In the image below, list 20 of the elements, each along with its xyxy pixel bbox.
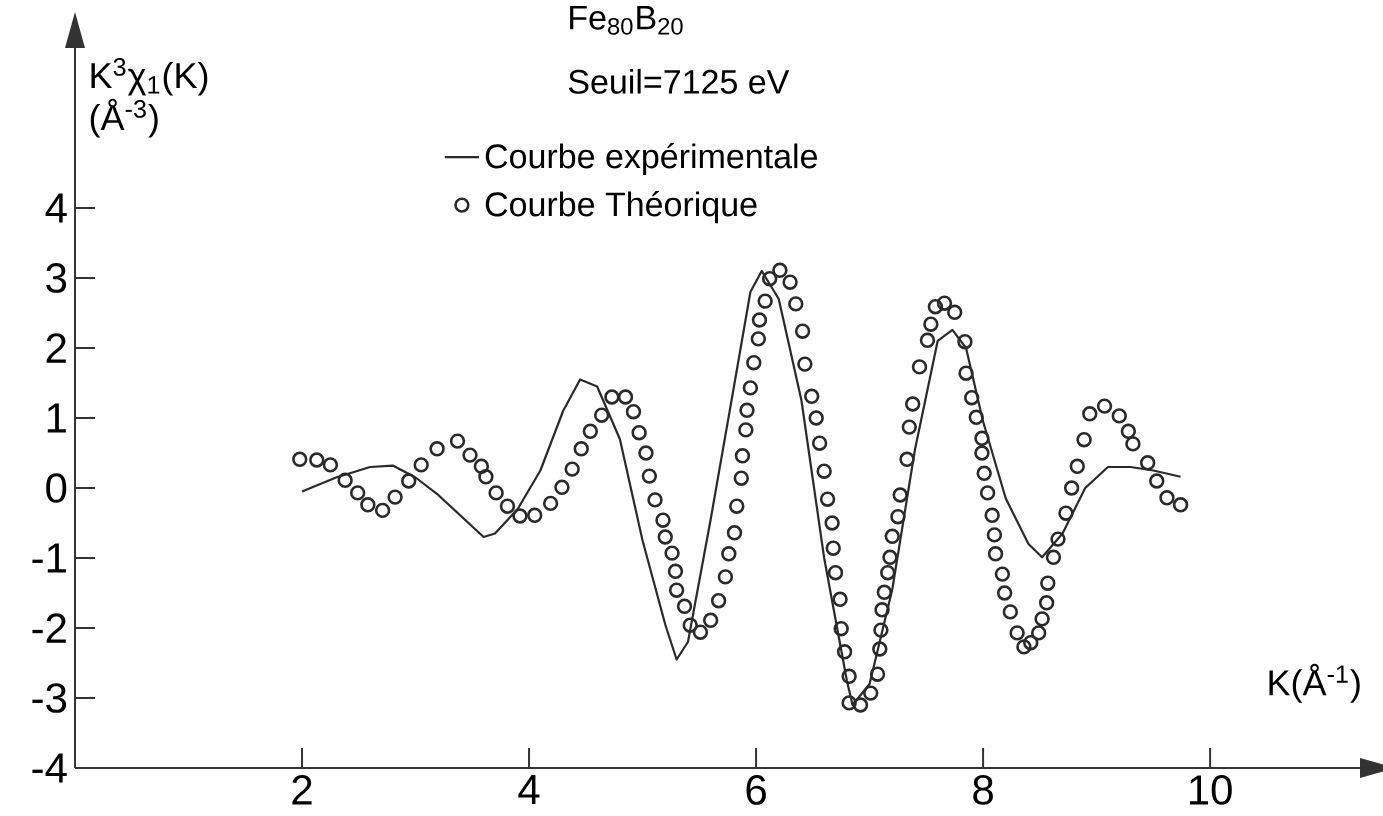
x-tick-label: 8 xyxy=(973,775,993,805)
y-tick-label: -4 xyxy=(32,753,67,783)
y-axis-title: K$^{3}$χ$_{1}$(K) (Å$^{-3}$) xyxy=(90,57,208,138)
text: Seuil=7125 eV xyxy=(568,68,790,94)
x-tick-label: 2 xyxy=(292,775,312,805)
y-tick-label: 4 xyxy=(45,193,67,223)
x-tick-label: 10 xyxy=(1189,775,1232,805)
y-tick-label: 0 xyxy=(46,473,67,503)
legend-label: Courbe expérimentale xyxy=(485,143,817,176)
x-tick-label: 4 xyxy=(518,775,540,804)
chart-title: Fe$_{80}$B$_{20}$ xyxy=(570,5,683,35)
x-tick-label: 6 xyxy=(746,775,766,805)
y-tick-label: 1 xyxy=(47,403,66,433)
y-tick-label: 2 xyxy=(46,333,66,363)
y-tick-label: -3 xyxy=(32,683,67,713)
y-tick-label: -2 xyxy=(32,613,66,643)
y-tick-label: -1 xyxy=(32,543,66,573)
x-axis-title: K(Å$^{-1}$) xyxy=(1269,663,1360,703)
legend-label: Courbe Théorique xyxy=(485,191,757,224)
y-tick-label: 3 xyxy=(46,263,67,293)
